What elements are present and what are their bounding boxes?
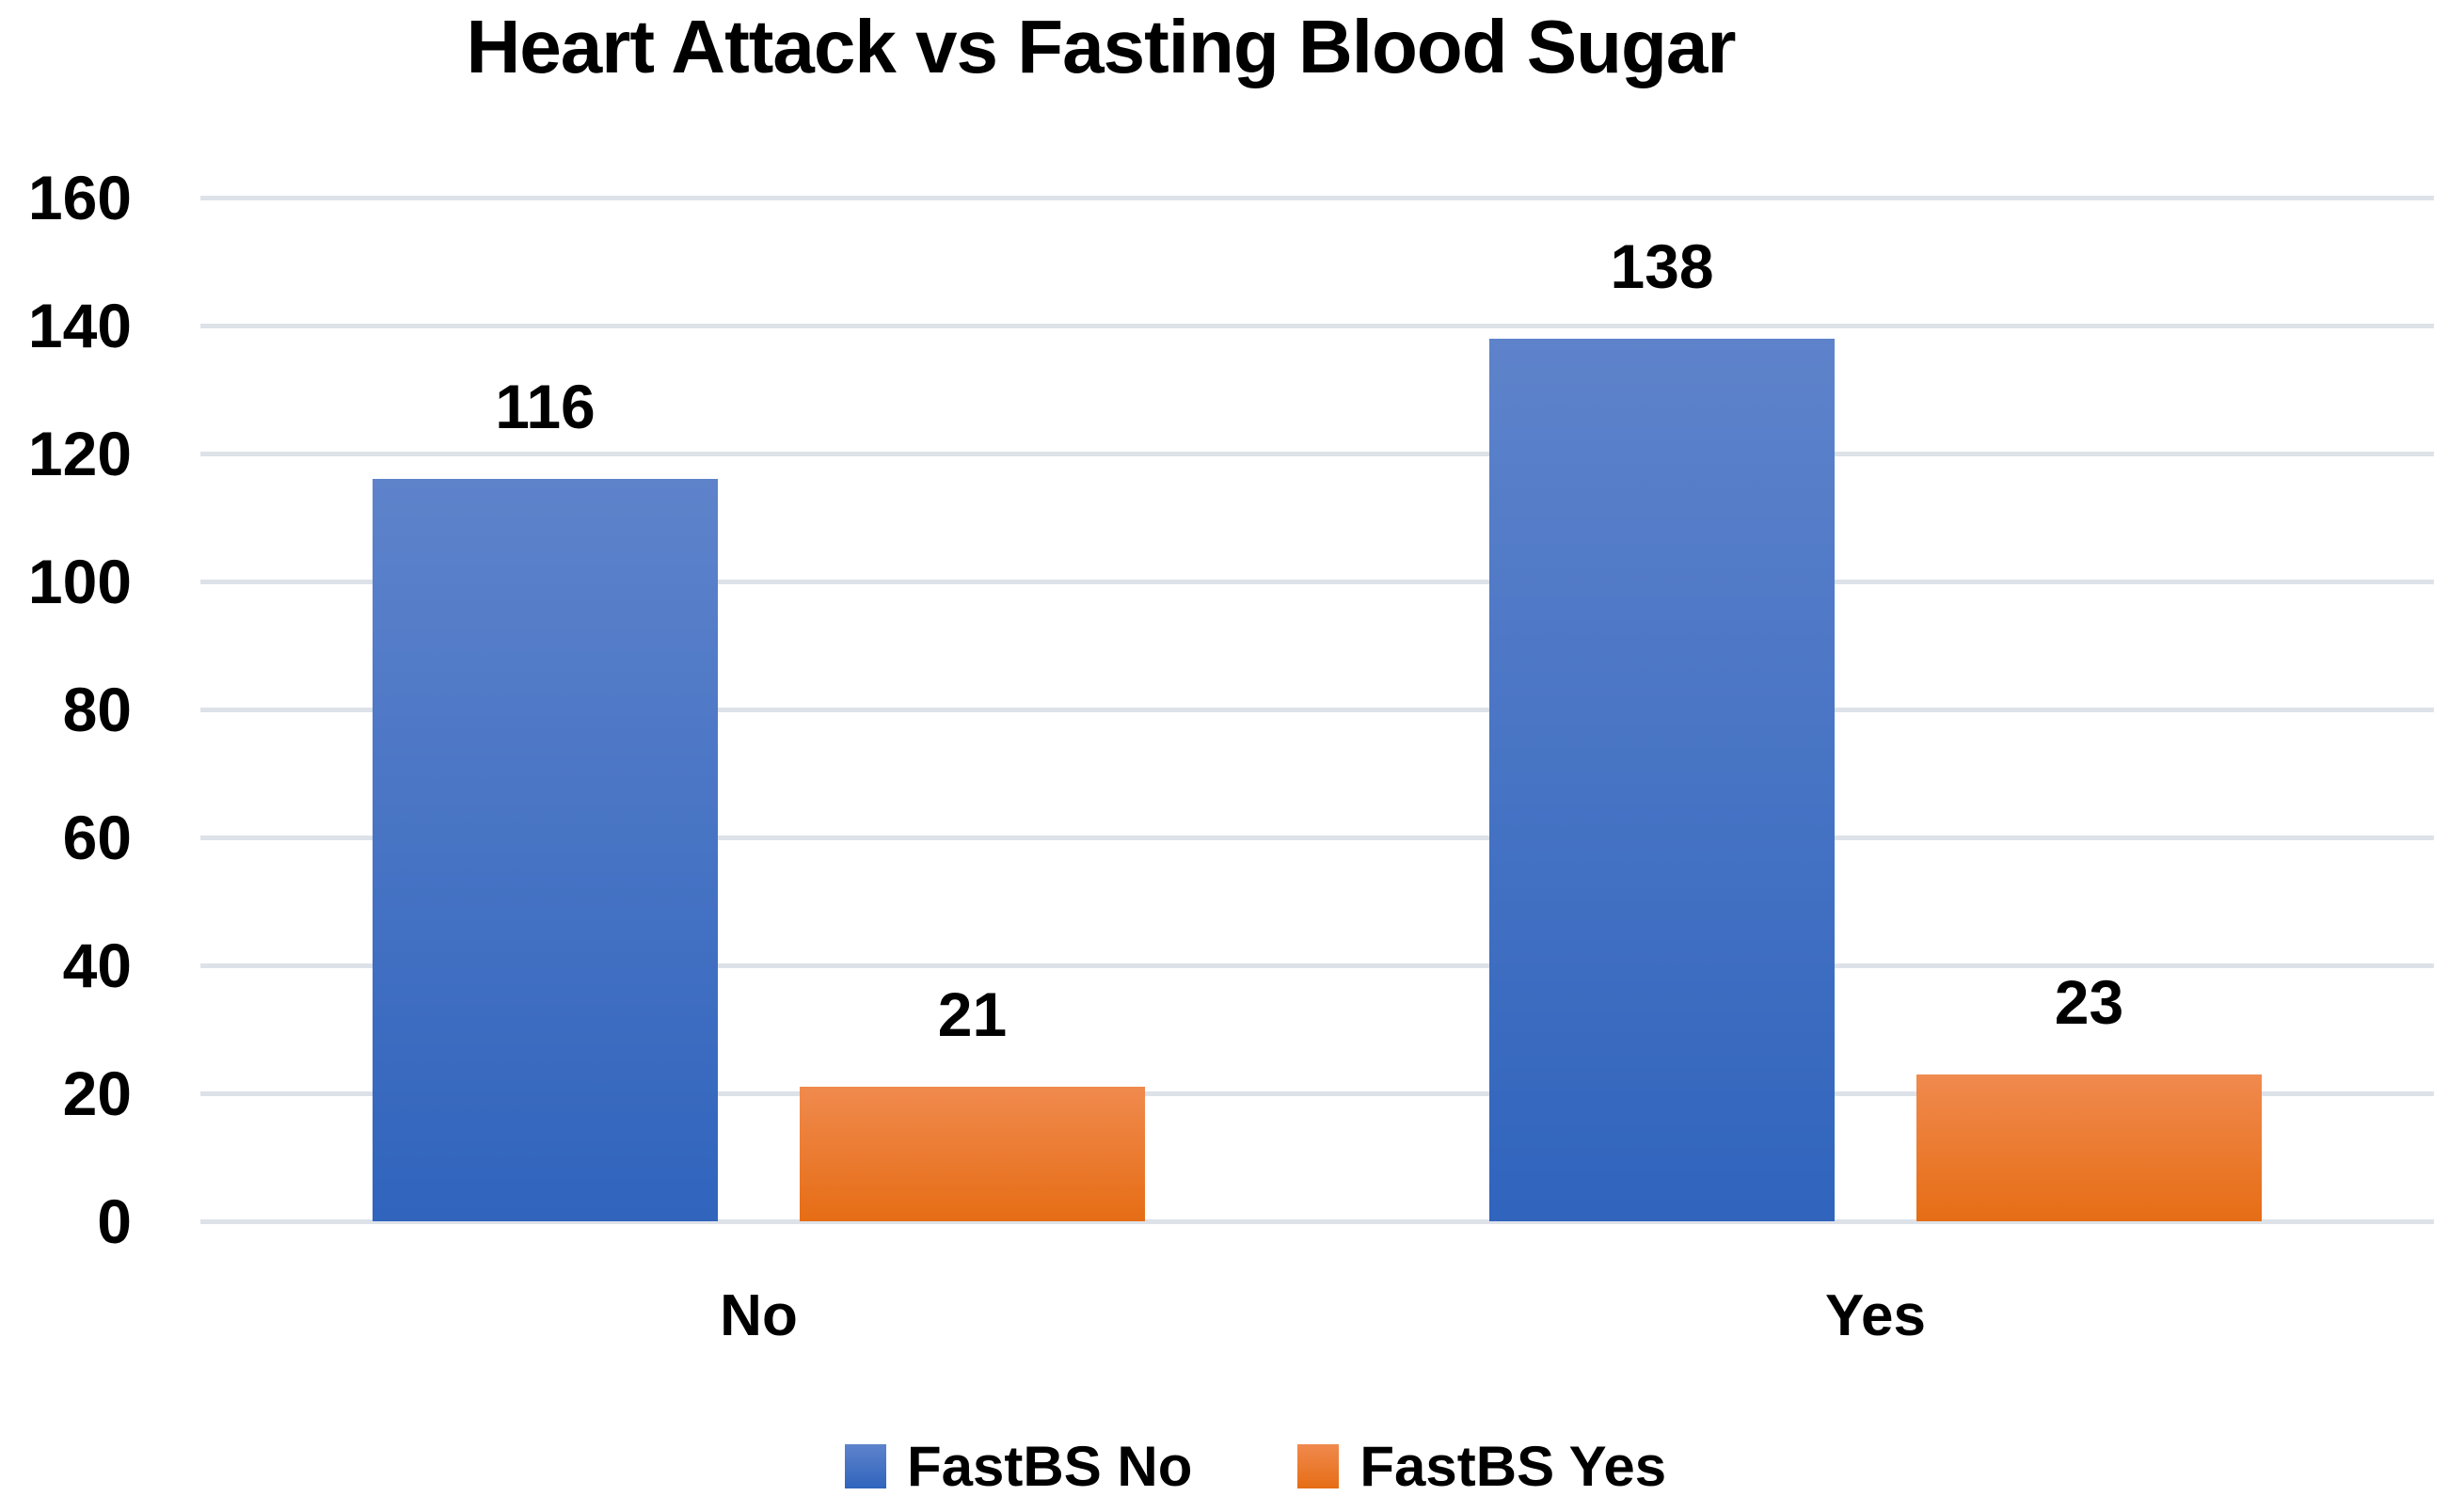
gridline <box>200 1091 2434 1096</box>
y-axis-tick-label: 100 <box>27 547 132 616</box>
legend-item: FastBS No <box>845 1435 1193 1498</box>
y-axis-tick-label: 140 <box>27 291 132 360</box>
y-axis-tick-label: 40 <box>62 931 132 1000</box>
gridline <box>200 452 2434 456</box>
gridline <box>200 708 2434 712</box>
gridline <box>200 963 2434 968</box>
legend-item: FastBS Yes <box>1297 1435 1667 1498</box>
bar-value-label: 138 <box>1610 231 1714 301</box>
y-axis-tick-label: 80 <box>62 675 132 744</box>
gridline <box>200 580 2434 584</box>
y-axis-tick-label: 120 <box>27 419 132 488</box>
gridline <box>200 1219 2434 1224</box>
legend-swatch-icon <box>1297 1444 1340 1488</box>
bar-value-label: 21 <box>937 979 1008 1050</box>
bar-fastbs-no-yes <box>1489 338 1835 1221</box>
bar-fastbs-yes-no <box>800 1087 1145 1221</box>
chart-title: Heart Attack vs Fasting Blood Sugar <box>466 5 1737 88</box>
y-axis-tick-label: 20 <box>62 1058 132 1128</box>
bar-value-label: 23 <box>2054 966 2124 1037</box>
legend-label: FastBS Yes <box>1359 1435 1667 1498</box>
x-axis-category-label: No <box>720 1283 798 1348</box>
legend-label: FastBS No <box>907 1435 1193 1498</box>
bar-value-label: 116 <box>495 372 596 442</box>
y-axis-tick-label: 160 <box>27 163 132 232</box>
gridline <box>200 324 2434 328</box>
legend-swatch-icon <box>845 1444 886 1488</box>
y-axis-tick-label: 60 <box>62 803 132 872</box>
gridline <box>200 196 2434 200</box>
bar-fastbs-no-no <box>373 479 718 1221</box>
gridline <box>200 836 2434 840</box>
bar-fastbs-yes-yes <box>1916 1074 2262 1221</box>
y-axis-tick-label: 0 <box>97 1186 132 1256</box>
x-axis-category-label: Yes <box>1825 1283 1926 1348</box>
legend: FastBS No FastBS Yes <box>845 1435 1667 1498</box>
